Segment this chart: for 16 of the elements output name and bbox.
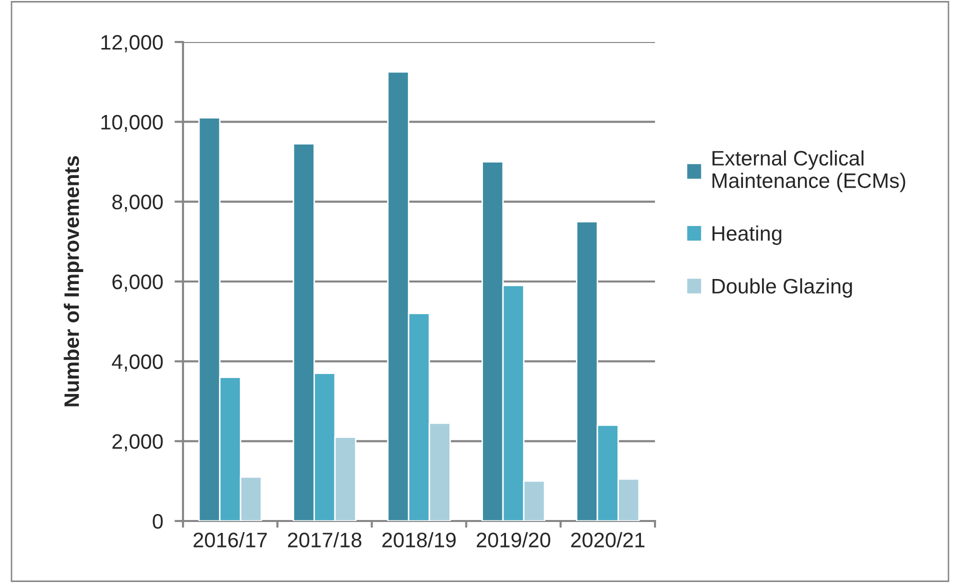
y-tick-label: 0 <box>152 514 163 529</box>
legend-label: Double Glazing <box>712 278 852 298</box>
y-tick-label: 6,000 <box>112 274 163 292</box>
x-tick-label: 2016/17 <box>194 532 267 548</box>
y-tick-label: 10,000 <box>101 114 163 132</box>
legend-label: Heating <box>712 226 782 245</box>
legend-label: External Cyclical Maintenance (ECMs) <box>712 150 906 192</box>
y-tick-label: 4,000 <box>112 354 163 372</box>
y-tick-label: 12,000 <box>101 35 163 52</box>
y-tick-label: 2,000 <box>112 434 163 452</box>
y-tick-label: 8,000 <box>112 194 163 212</box>
y-axis-title: Number of Improvements <box>64 156 84 406</box>
x-tick-label: 2018/19 <box>382 532 456 548</box>
x-tick-label: 2019/20 <box>476 532 550 548</box>
x-tick-label: 2020/21 <box>571 532 644 548</box>
x-tick-label: 2017/18 <box>288 532 362 548</box>
